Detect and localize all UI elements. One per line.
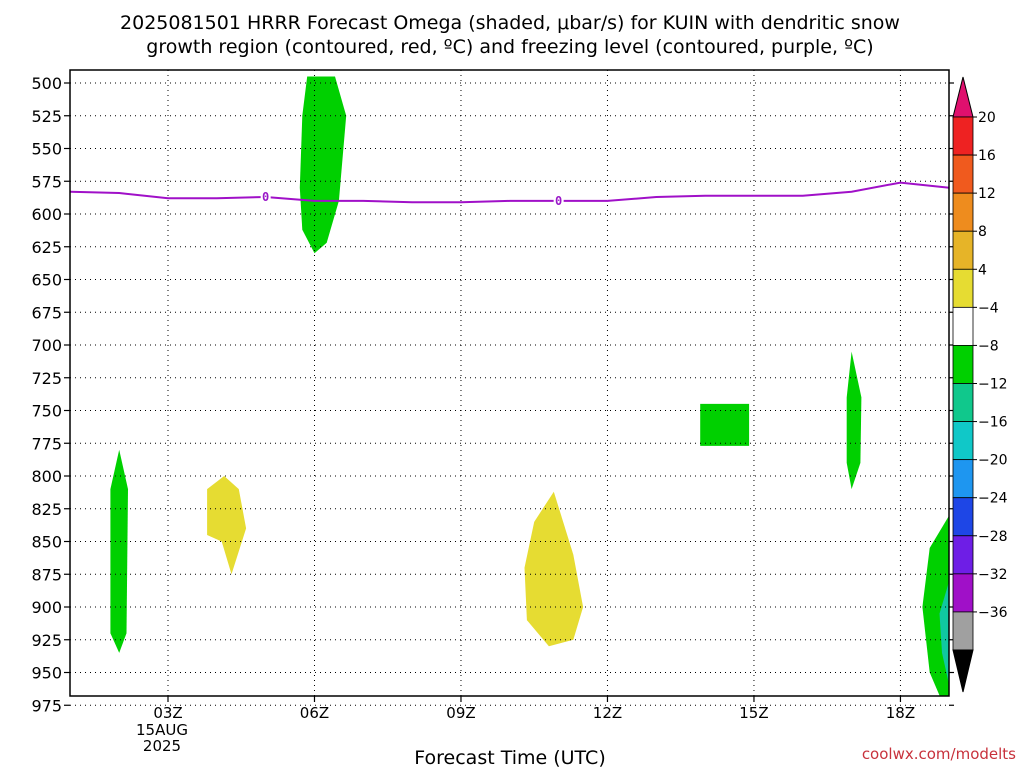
y-tick-label: 650 bbox=[31, 271, 62, 290]
colorbar-label: 12 bbox=[978, 186, 996, 202]
colorbar-segment bbox=[952, 306, 974, 346]
colorbar: 20 16 12 8 4 −4 −8 −12 −16 −20 −24 −28 −32 −36 bbox=[952, 76, 1008, 693]
x-tick-sublabel: 2025 bbox=[143, 737, 181, 755]
plot-area bbox=[110, 76, 949, 696]
colorbar-label: 4 bbox=[978, 262, 987, 278]
y-tick-label: 600 bbox=[31, 205, 62, 224]
colorbar-segment bbox=[952, 230, 974, 270]
colorbar-label: −20 bbox=[978, 453, 1008, 469]
x-axis-label: Forecast Time (UTC) bbox=[414, 747, 605, 768]
grid-lines bbox=[70, 70, 949, 706]
y-tick-label: 500 bbox=[31, 74, 62, 93]
y-axis-ticks: 500 525 550 575 600 625 650 675 700 725 750 775 800 8… bbox=[31, 74, 954, 715]
colorbar-label: −4 bbox=[978, 300, 999, 316]
y-tick-label: 575 bbox=[31, 172, 62, 191]
colorbar-label: −24 bbox=[978, 491, 1008, 507]
shaded-region-upward-17z bbox=[846, 351, 862, 490]
colorbar-segment bbox=[952, 421, 974, 461]
x-tick-label: 15Z bbox=[739, 704, 768, 722]
freezing-level-label: 0 bbox=[262, 190, 269, 204]
y-tick-label: 675 bbox=[31, 303, 62, 322]
x-tick-label: 09Z bbox=[446, 704, 475, 722]
y-tick-label: 950 bbox=[31, 664, 62, 683]
colorbar-segment bbox=[952, 383, 974, 422]
colorbar-segment bbox=[952, 116, 974, 156]
shaded-region-upward-6z bbox=[299, 76, 347, 254]
y-tick-label: 750 bbox=[31, 402, 62, 421]
credit-text: coolwx.com/modelts bbox=[862, 745, 1016, 763]
title-line-1: 2025081501 HRRR Forecast Omega (shaded, … bbox=[120, 12, 900, 34]
y-tick-label: 850 bbox=[31, 533, 62, 552]
colorbar-segment bbox=[952, 573, 974, 613]
y-tick-label: 975 bbox=[31, 696, 62, 715]
y-tick-label: 550 bbox=[31, 140, 62, 159]
x-tick-label: 12Z bbox=[593, 704, 622, 722]
colorbar-label: 8 bbox=[978, 224, 987, 240]
colorbar-segment bbox=[952, 535, 974, 575]
x-tick-label: 03Z bbox=[153, 704, 182, 722]
colorbar-segment bbox=[952, 345, 974, 384]
shaded-region-downward-4z bbox=[207, 476, 247, 575]
shaded-region-upward-strong-19z bbox=[939, 581, 949, 685]
colorbar-segment bbox=[952, 192, 974, 232]
x-tick-label: 18Z bbox=[886, 704, 915, 722]
colorbar-label: 20 bbox=[978, 110, 996, 126]
y-tick-label: 925 bbox=[31, 631, 62, 650]
colorbar-segment bbox=[952, 497, 974, 537]
colorbar-bottom-arrow bbox=[952, 649, 974, 693]
shaded-region-upward-14z bbox=[700, 403, 750, 446]
colorbar-label: −12 bbox=[978, 377, 1008, 393]
colorbar-label: −16 bbox=[978, 415, 1008, 431]
x-tick-label: 06Z bbox=[300, 704, 329, 722]
y-tick-label: 775 bbox=[31, 434, 62, 453]
colorbar-label: 16 bbox=[978, 148, 996, 164]
y-tick-label: 875 bbox=[31, 565, 62, 584]
y-tick-label: 800 bbox=[31, 467, 62, 486]
colorbar-top-arrow bbox=[952, 76, 974, 118]
shaded-region-downward-11z bbox=[524, 491, 584, 647]
y-tick-label: 825 bbox=[31, 500, 62, 519]
colorbar-segment bbox=[952, 611, 974, 651]
colorbar-label: −28 bbox=[978, 529, 1008, 545]
colorbar-label: −8 bbox=[978, 338, 999, 354]
y-tick-label: 900 bbox=[31, 598, 62, 617]
freezing-level-line bbox=[70, 181, 950, 204]
colorbar-label: −36 bbox=[978, 605, 1008, 621]
y-tick-label: 700 bbox=[31, 336, 62, 355]
y-tick-label: 625 bbox=[31, 238, 62, 257]
colorbar-segment bbox=[952, 268, 974, 308]
freezing-level-label: 0 bbox=[555, 194, 562, 208]
title-line-2: growth region (contoured, red, ºC) and f… bbox=[146, 36, 873, 58]
colorbar-segment bbox=[952, 154, 974, 194]
contour-label-bg bbox=[260, 189, 271, 203]
shaded-region-upward-2z bbox=[110, 449, 128, 653]
contour-label-bg bbox=[553, 193, 564, 207]
colorbar-segment bbox=[952, 459, 974, 499]
plot-frame bbox=[69, 69, 950, 697]
y-tick-label: 525 bbox=[31, 107, 62, 126]
x-tick-sublabel: 15AUG bbox=[136, 721, 188, 739]
colorbar-label: −32 bbox=[978, 567, 1008, 583]
y-tick-label: 725 bbox=[31, 369, 62, 388]
